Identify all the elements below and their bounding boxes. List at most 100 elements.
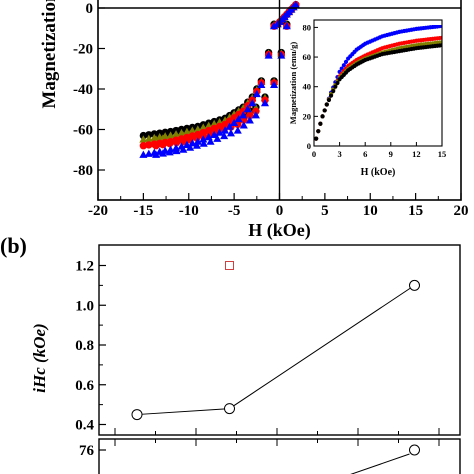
inset-point xyxy=(326,97,332,103)
panel-b-y-ticks: 1.2 1.0 0.8 0.6 0.4 xyxy=(75,259,106,434)
panel-a-y-tick-label: -60 xyxy=(73,123,93,139)
panel-a-point xyxy=(152,142,160,150)
inset-x-tick-label: 0 xyxy=(312,149,316,159)
inset-point xyxy=(314,136,319,141)
panel-b-y-label: iHc (kOe) xyxy=(30,323,49,392)
panel-a-y-tick-label: -80 xyxy=(73,163,93,179)
inset-y-tick-label: 60 xyxy=(303,52,312,62)
panel-b-y-tick-label: 1.0 xyxy=(75,298,94,314)
inset-x-tick-label: 6 xyxy=(363,149,367,159)
panel-a-point xyxy=(139,150,148,158)
panel-b-point xyxy=(224,403,235,415)
panel-b-x-ticks xyxy=(114,428,440,435)
panel-a-point xyxy=(282,21,291,30)
inset-series-3 xyxy=(314,43,442,141)
inset-point xyxy=(341,63,346,68)
panel-a-point xyxy=(252,89,261,98)
panel-a-y-ticks: 0 -20 -40 -60 -80 xyxy=(73,1,105,179)
panel-c-series-0 xyxy=(350,444,420,474)
panel-a-point xyxy=(264,51,273,59)
panel-a-x-tick-label: 20 xyxy=(454,203,469,219)
inset-point xyxy=(339,66,344,71)
panel-a-point xyxy=(270,80,279,89)
inset-x-tick-label: 9 xyxy=(389,149,393,159)
panel-b-frame xyxy=(98,244,461,436)
inset-point xyxy=(343,59,349,64)
panel-a-point xyxy=(248,98,257,107)
panel-a-x-tick-label: 0 xyxy=(276,203,284,219)
panel-a-point xyxy=(158,149,167,157)
panel-b-y-tick-label: 0.4 xyxy=(75,418,94,434)
panel-b-series xyxy=(131,261,420,421)
panel-a-point xyxy=(245,116,254,124)
panel-a-y-label: Magnetization xyxy=(39,0,60,109)
panel-a-y-tick-label: -40 xyxy=(73,82,93,98)
panel-a-point xyxy=(260,98,270,107)
panel-a-point xyxy=(243,105,252,113)
inset-y-tick-label: 80 xyxy=(303,22,312,32)
panel-a-point xyxy=(159,140,167,149)
panel-b-point xyxy=(225,261,234,270)
panel-a-x-tick-label: 5 xyxy=(321,203,329,219)
panel-c-y-tick-label: 76 xyxy=(79,443,95,459)
panel-a-point xyxy=(186,143,195,151)
panel-a-point xyxy=(215,128,224,136)
panel-a-point xyxy=(152,150,161,158)
panel-a-x-tick-label: -15 xyxy=(133,203,153,219)
panel-a-point xyxy=(233,126,242,134)
inset-plot: 0 3 6 9 12 15 0 20 40 60 80 H (kOe) Magnetization… xyxy=(288,15,456,179)
inset-y-ticks: 0 20 40 60 80 xyxy=(303,22,318,151)
panel-b-y-tick-label: 1.2 xyxy=(75,259,94,275)
inset-frame xyxy=(313,19,443,147)
panel-c-y-ticks: 76 xyxy=(79,443,106,459)
panel-b-line xyxy=(136,284,415,416)
panel-a-series xyxy=(139,0,300,158)
inset-x-label: H (kOe) xyxy=(361,167,396,178)
panel-c-x-ticks xyxy=(114,439,440,446)
panel-b-point xyxy=(409,279,420,291)
panel-b-series-0 xyxy=(131,279,420,421)
panel-a-x-tick-label: 15 xyxy=(408,203,423,219)
inset-x-tick-label: 15 xyxy=(438,149,447,159)
panel-a-point xyxy=(220,131,229,140)
inset-point xyxy=(335,80,340,86)
panel-a-point xyxy=(226,129,235,137)
inset-x-tick-label: 3 xyxy=(337,149,341,159)
panel-b-label: (b) xyxy=(0,233,27,258)
panel-a-point xyxy=(251,111,260,119)
panel-a-point xyxy=(165,148,174,156)
panel-a-x-tick-label: -5 xyxy=(228,203,241,219)
panel-c-point xyxy=(409,444,420,456)
panel-a-x-tick-label: -10 xyxy=(179,203,199,219)
panel-a-point xyxy=(192,141,201,149)
inset-point xyxy=(318,121,323,126)
inset-y-label: Magnetization (emu/g) xyxy=(288,42,298,125)
panel-a-y-tick-label: -20 xyxy=(73,42,93,58)
inset-point xyxy=(322,108,327,113)
inset-point xyxy=(331,89,336,94)
panel-a-point xyxy=(230,118,239,126)
panel-a-x-label: H (kOe) xyxy=(248,220,311,241)
panel-c-frame xyxy=(98,438,461,474)
panel-a-point xyxy=(239,111,248,119)
panel-a-series-2 xyxy=(139,1,300,150)
panel-a-point xyxy=(165,139,174,148)
panel-a-point xyxy=(213,134,222,142)
panel-b-y-tick-label: 0.6 xyxy=(75,378,94,394)
inset-point xyxy=(328,93,334,98)
inset-y-tick-label: 40 xyxy=(303,82,312,92)
inset-point xyxy=(333,84,338,89)
panel-c: 76 xyxy=(79,438,461,474)
inset-x-ticks: 0 3 6 9 12 15 xyxy=(312,142,446,159)
panel-a-point xyxy=(144,149,153,157)
panel-c-line xyxy=(350,453,410,474)
panel-b: (b) 1.2 1.0 0.8 0.6 0.4 iHc (kOe) xyxy=(0,233,461,436)
panel-a-y-tick-label: 0 xyxy=(86,1,94,17)
inset-x-tick-label: 12 xyxy=(412,149,421,159)
panel-a-point xyxy=(221,126,230,134)
panel-a-point xyxy=(206,137,215,145)
panel-a-point xyxy=(199,139,208,147)
inset-point xyxy=(324,102,329,107)
panel-a-point xyxy=(225,122,234,130)
